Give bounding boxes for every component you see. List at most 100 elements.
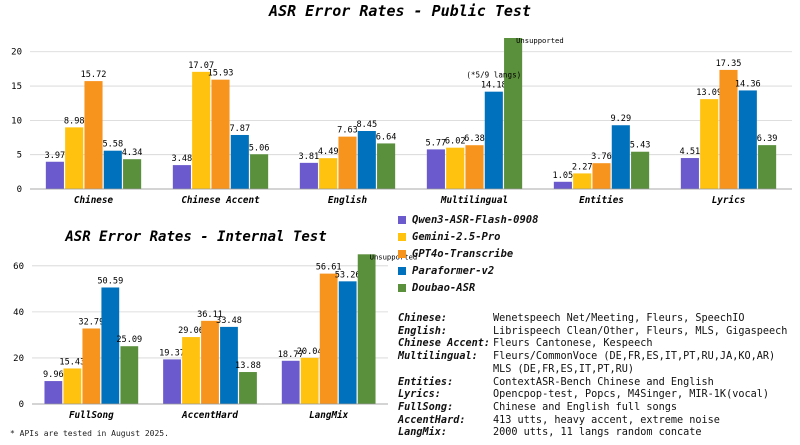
data-label: 20.04 [297,347,323,357]
bar-doubao-asr [239,372,257,404]
data-label: 25.09 [116,335,142,345]
y-tick-label: 10 [11,116,22,126]
data-label: 3.81 [299,152,320,162]
legend-label: Qwen3-ASR-Flash-0908 [412,213,539,226]
bar-gemini-2-5-pro [700,99,719,189]
bar-paraformer-v2 [484,91,503,189]
data-label: 6.38 [464,134,485,144]
annotation-unsupported: Unsupported [370,252,418,261]
data-label: 7.63 [337,126,358,136]
dataset-key: English: [398,325,448,337]
dataset-key: FullSong: [398,401,454,413]
bar-paraformer-v2 [338,281,357,404]
bar-gpt4o-transcribe [592,163,611,189]
dataset-value: 413 utts, heavy accent, extreme noise [493,414,720,426]
category-label: English [328,195,368,206]
dataset-value: Fleurs Cantonese, Kespeech [493,338,653,350]
dataset-key: Chinese: [398,313,448,324]
data-label: 56.61 [316,263,342,273]
y-tick-label: 40 [13,308,24,318]
category-label: Chinese [74,195,114,206]
data-label: 6.39 [757,134,778,144]
bar-gpt4o-transcribe [719,69,738,189]
data-label: 6.02 [445,137,466,147]
dataset-descriptions: Chinese: Wenetspeech Net/Meeting, Fleurs… [398,313,787,440]
data-label: 18.77 [278,350,304,360]
bar-paraformer-v2 [357,131,376,189]
bar-paraformer-v2 [738,90,757,189]
data-label: 19.37 [159,348,185,358]
dataset-row-langmix: LangMix: 2000 utts, 11 langs random conc… [398,427,787,440]
data-label: 53.26 [335,270,361,280]
dataset-row-entities: Entities: ContextASR-Bench Chinese and E… [398,377,787,390]
legend-swatch [398,215,406,224]
data-label: 9.96 [43,370,64,380]
bar-gpt4o-transcribe [319,273,338,404]
bar-gemini-2-5-pro [446,147,465,189]
dataset-row-english: English: Librispeech Clean/Other, Fleurs… [398,326,787,339]
dataset-row-chinese: Chinese: Wenetspeech Net/Meeting, Fleurs… [398,313,787,326]
dataset-row-fullsong: FullSong: Chinese and English full songs [398,402,787,415]
legend-swatch [398,232,406,241]
legend-label: Paraformer-v2 [412,264,495,277]
category-label: Lyrics [712,195,746,206]
data-label: 5.06 [249,143,270,153]
y-tick-label: 20 [11,48,22,58]
data-label: 32.79 [78,317,104,327]
data-label: 13.88 [235,361,261,371]
data-label: 7.87 [229,124,250,134]
dataset-row-lyrics: Lyrics: Opencpop-test, Popcs, M4Singer, … [398,389,787,402]
data-label: 8.98 [64,116,85,126]
legend-item-paraformer: Paraformer-v2 [398,262,538,279]
dataset-value: Wenetspeech Net/Meeting, Fleurs, SpeechI… [493,313,745,324]
data-label: 17.07 [188,61,214,71]
bar-qwen3-asr-flash-0908 [426,149,445,189]
data-label: 15.43 [59,357,85,367]
legend-item-qwen3: Qwen3-ASR-Flash-0908 [398,211,538,228]
data-label: 4.34 [122,148,143,158]
dataset-value: MLS (DE,FR,ES,IT,PT,RU) [493,363,635,375]
dataset-value: Chinese and English full songs [493,401,678,413]
category-label: Entities [579,195,624,206]
data-label: 3.48 [172,154,193,164]
data-label: 8.45 [356,120,377,130]
bar-gpt4o-transcribe [201,320,219,404]
chart-title: ASR Error Rates - Public Test [268,2,531,20]
bar-doubao-asr [120,346,139,404]
bar-doubao-asr [758,145,777,189]
category-label: AccentHard [181,410,238,421]
y-tick-label: 5 [17,151,22,161]
category-label: Chinese Accent [181,195,260,206]
annotation-note: (*5/9 langs) [466,71,521,80]
data-label: 17.35 [716,59,742,69]
data-label: 15.93 [208,69,234,79]
data-label: 33.48 [216,316,242,326]
bar-qwen3-asr-flash-0908 [45,161,64,189]
bar-doubao-asr [377,143,396,189]
legend: Qwen3-ASR-Flash-0908 Gemini-2.5-Pro GPT4… [398,211,538,296]
bar-gpt4o-transcribe [82,328,101,404]
bar-gemini-2-5-pro [319,158,338,189]
category-label: LangMix [309,410,349,421]
legend-swatch [398,266,406,275]
data-label: 13.09 [696,88,722,98]
legend-item-doubao: Doubao-ASR [398,279,538,296]
data-label: 9.29 [610,114,631,124]
bar-gemini-2-5-pro [300,357,319,404]
dataset-key: Chinese Accent: [398,338,491,350]
y-tick-label: 15 [11,82,22,92]
category-label: FullSong [69,410,114,421]
data-label: 14.36 [735,79,761,89]
bar-paraformer-v2 [101,287,120,404]
data-label: 3.76 [591,152,612,162]
bar-gpt4o-transcribe [465,145,484,189]
data-label: 5.77 [426,138,447,148]
legend-item-gpt4o: GPT4o-Transcribe [398,245,538,262]
data-label: 50.59 [97,276,123,286]
dataset-row-accenthard: AccentHard: 413 utts, heavy accent, extr… [398,415,787,428]
legend-swatch [398,249,406,258]
annotation-unsupported: Unsupported [516,36,564,45]
data-label: 3.97 [45,151,66,161]
dataset-value: Librispeech Clean/Other, Fleurs, MLS, Gi… [493,325,788,337]
